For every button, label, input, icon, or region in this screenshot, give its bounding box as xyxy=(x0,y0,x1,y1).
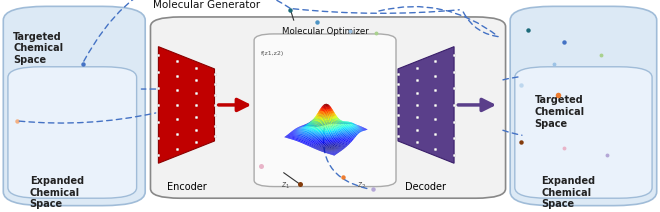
FancyBboxPatch shape xyxy=(254,34,396,187)
FancyBboxPatch shape xyxy=(8,67,137,198)
FancyBboxPatch shape xyxy=(515,67,652,198)
Text: Molecular Generator: Molecular Generator xyxy=(153,0,260,10)
FancyBboxPatch shape xyxy=(3,6,145,206)
Text: f(z1,z2): f(z1,z2) xyxy=(261,51,284,56)
Text: $z_2$: $z_2$ xyxy=(357,181,366,191)
Polygon shape xyxy=(158,47,215,163)
Text: Targeted
Chemical
Space: Targeted Chemical Space xyxy=(535,95,585,129)
Text: Expanded
Chemical
Space: Expanded Chemical Space xyxy=(30,176,84,209)
Text: Molecular Optimizer: Molecular Optimizer xyxy=(282,26,369,35)
Text: $z_1$: $z_1$ xyxy=(280,181,290,191)
Polygon shape xyxy=(398,47,454,163)
FancyBboxPatch shape xyxy=(510,6,657,206)
FancyBboxPatch shape xyxy=(150,17,506,198)
Text: Encoder: Encoder xyxy=(167,182,207,192)
Text: Expanded
Chemical
Space: Expanded Chemical Space xyxy=(541,176,595,209)
Text: Decoder: Decoder xyxy=(405,182,446,192)
Text: Targeted
Chemical
Space: Targeted Chemical Space xyxy=(13,32,63,65)
